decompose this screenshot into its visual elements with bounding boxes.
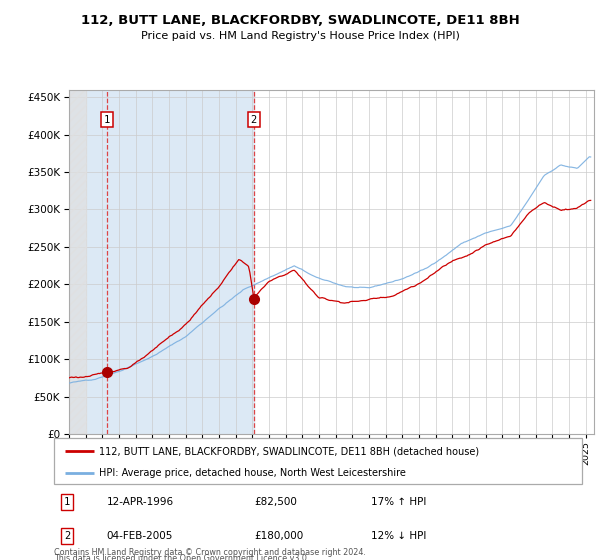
Text: 1: 1 bbox=[64, 497, 70, 507]
Text: 1: 1 bbox=[104, 115, 110, 124]
Text: 2: 2 bbox=[64, 531, 70, 541]
Text: HPI: Average price, detached house, North West Leicestershire: HPI: Average price, detached house, Nort… bbox=[99, 468, 406, 478]
Text: This data is licensed under the Open Government Licence v3.0.: This data is licensed under the Open Gov… bbox=[54, 554, 310, 560]
Text: 112, BUTT LANE, BLACKFORDBY, SWADLINCOTE, DE11 8BH (detached house): 112, BUTT LANE, BLACKFORDBY, SWADLINCOTE… bbox=[99, 446, 479, 456]
Text: 04-FEB-2005: 04-FEB-2005 bbox=[107, 531, 173, 541]
FancyBboxPatch shape bbox=[54, 438, 582, 484]
Text: £82,500: £82,500 bbox=[254, 497, 298, 507]
Text: 12-APR-1996: 12-APR-1996 bbox=[107, 497, 174, 507]
Text: 17% ↑ HPI: 17% ↑ HPI bbox=[371, 497, 426, 507]
Text: 112, BUTT LANE, BLACKFORDBY, SWADLINCOTE, DE11 8BH: 112, BUTT LANE, BLACKFORDBY, SWADLINCOTE… bbox=[80, 14, 520, 27]
Text: 12% ↓ HPI: 12% ↓ HPI bbox=[371, 531, 426, 541]
Text: 2: 2 bbox=[251, 115, 257, 124]
Text: Price paid vs. HM Land Registry's House Price Index (HPI): Price paid vs. HM Land Registry's House … bbox=[140, 31, 460, 41]
Text: £180,000: £180,000 bbox=[254, 531, 304, 541]
Bar bbox=[69, 90, 88, 434]
Bar bbox=[69, 90, 254, 434]
Text: Contains HM Land Registry data © Crown copyright and database right 2024.: Contains HM Land Registry data © Crown c… bbox=[54, 548, 366, 557]
